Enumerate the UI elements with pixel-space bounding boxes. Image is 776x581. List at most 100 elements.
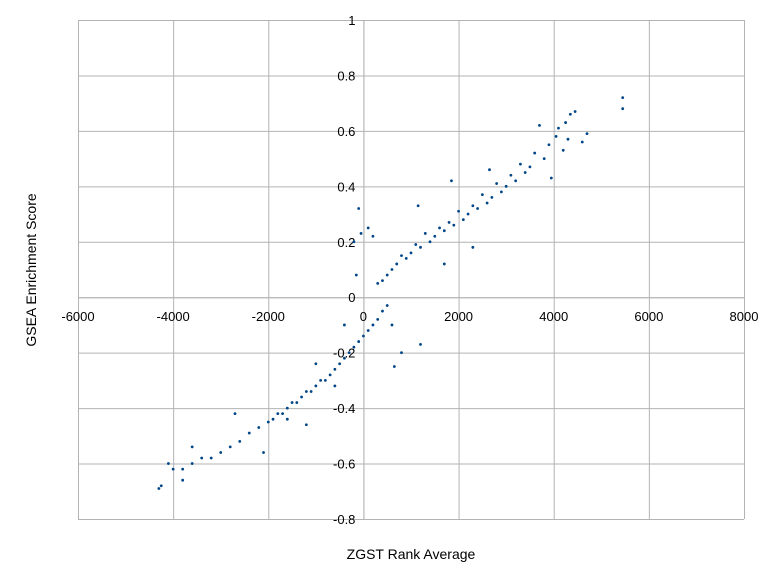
x-tick-label: 8000	[730, 309, 759, 324]
data-point	[400, 351, 403, 355]
data-point	[257, 426, 261, 429]
data-point	[423, 232, 427, 235]
x-tick-label: -2000	[252, 309, 285, 324]
data-point	[528, 165, 532, 169]
data-point	[295, 401, 299, 404]
data-point	[200, 456, 204, 460]
data-point	[414, 243, 418, 246]
data-point	[568, 112, 572, 116]
data-point	[385, 273, 389, 277]
data-point	[371, 234, 375, 238]
data-point	[385, 304, 389, 307]
y-tick-label: 0.2	[337, 235, 355, 250]
data-point	[585, 132, 589, 136]
data-point	[471, 204, 475, 208]
data-point	[433, 234, 437, 238]
data-point	[580, 140, 584, 144]
data-point	[557, 126, 560, 130]
data-point	[419, 245, 422, 249]
data-point	[157, 487, 161, 490]
data-point	[457, 209, 460, 213]
data-point	[519, 162, 522, 166]
data-point	[323, 378, 327, 382]
y-tick-label: -0.8	[333, 512, 355, 527]
data-point	[438, 226, 441, 230]
data-point	[276, 412, 280, 416]
data-point	[554, 135, 558, 138]
data-point	[452, 223, 456, 227]
data-point	[338, 362, 342, 366]
x-tick-label: 2000	[444, 309, 473, 324]
data-point	[547, 143, 551, 147]
data-point	[381, 309, 384, 313]
data-point	[352, 345, 356, 349]
data-point	[328, 373, 332, 377]
data-point	[343, 323, 346, 327]
data-point	[390, 323, 394, 327]
data-point	[392, 365, 396, 368]
data-point	[523, 171, 527, 174]
data-point	[319, 378, 323, 382]
x-tick-label: 4000	[539, 309, 568, 324]
x-tick-label: -6000	[61, 309, 94, 324]
data-point	[566, 137, 570, 141]
data-point	[181, 478, 185, 482]
data-point	[171, 467, 175, 471]
data-point	[499, 190, 503, 194]
y-tick-labels: -0.8 -0.6 -0.4 -0.2 0 0.2 0.4 0.6 0.8 1	[333, 13, 355, 527]
data-point	[309, 390, 313, 393]
data-point	[209, 456, 213, 460]
data-point	[509, 173, 513, 177]
y-tick-label: 0	[348, 290, 355, 305]
gridlines	[78, 20, 745, 520]
data-point	[488, 168, 491, 172]
data-point	[409, 251, 413, 255]
y-tick-label: 1	[348, 13, 355, 28]
data-point	[262, 451, 265, 454]
data-point	[442, 262, 446, 266]
data-point	[219, 451, 223, 454]
y-tick-label: -0.4	[333, 401, 355, 416]
y-tick-label: -0.2	[333, 346, 355, 361]
data-points	[157, 96, 625, 490]
data-point	[447, 220, 451, 224]
data-point	[376, 281, 380, 285]
x-tick-label: -4000	[157, 309, 190, 324]
data-point	[476, 207, 479, 210]
y-tick-label: 0.4	[337, 179, 355, 194]
plot-area	[78, 20, 744, 519]
data-point	[304, 390, 308, 393]
data-point	[359, 232, 363, 235]
data-point	[190, 445, 194, 449]
data-point	[371, 323, 375, 327]
data-point	[357, 207, 361, 210]
data-point	[561, 148, 565, 152]
data-point	[390, 268, 394, 271]
data-point	[416, 204, 420, 208]
data-point	[343, 356, 346, 360]
x-tick-label: 0	[360, 309, 367, 324]
data-point	[564, 121, 568, 124]
data-point	[480, 193, 484, 197]
data-point	[471, 245, 475, 249]
data-point	[281, 412, 284, 416]
y-tick-label: 0.6	[337, 124, 355, 139]
data-point	[333, 384, 337, 388]
data-point	[621, 96, 625, 100]
data-point	[285, 417, 289, 421]
x-axis-title: ZGST Rank Average	[347, 546, 476, 562]
data-point	[233, 412, 237, 416]
data-point	[395, 262, 399, 266]
data-point	[376, 318, 380, 321]
data-point	[400, 254, 403, 258]
y-axis-title: GSEA Enrichment Score	[23, 193, 39, 347]
data-point	[428, 240, 432, 244]
data-point	[333, 367, 337, 371]
data-point	[573, 110, 577, 113]
data-point	[366, 226, 370, 230]
data-point	[485, 201, 489, 205]
data-point	[542, 157, 546, 161]
y-tick-label: -0.6	[333, 457, 355, 472]
data-point	[450, 179, 453, 183]
data-point	[347, 351, 351, 355]
